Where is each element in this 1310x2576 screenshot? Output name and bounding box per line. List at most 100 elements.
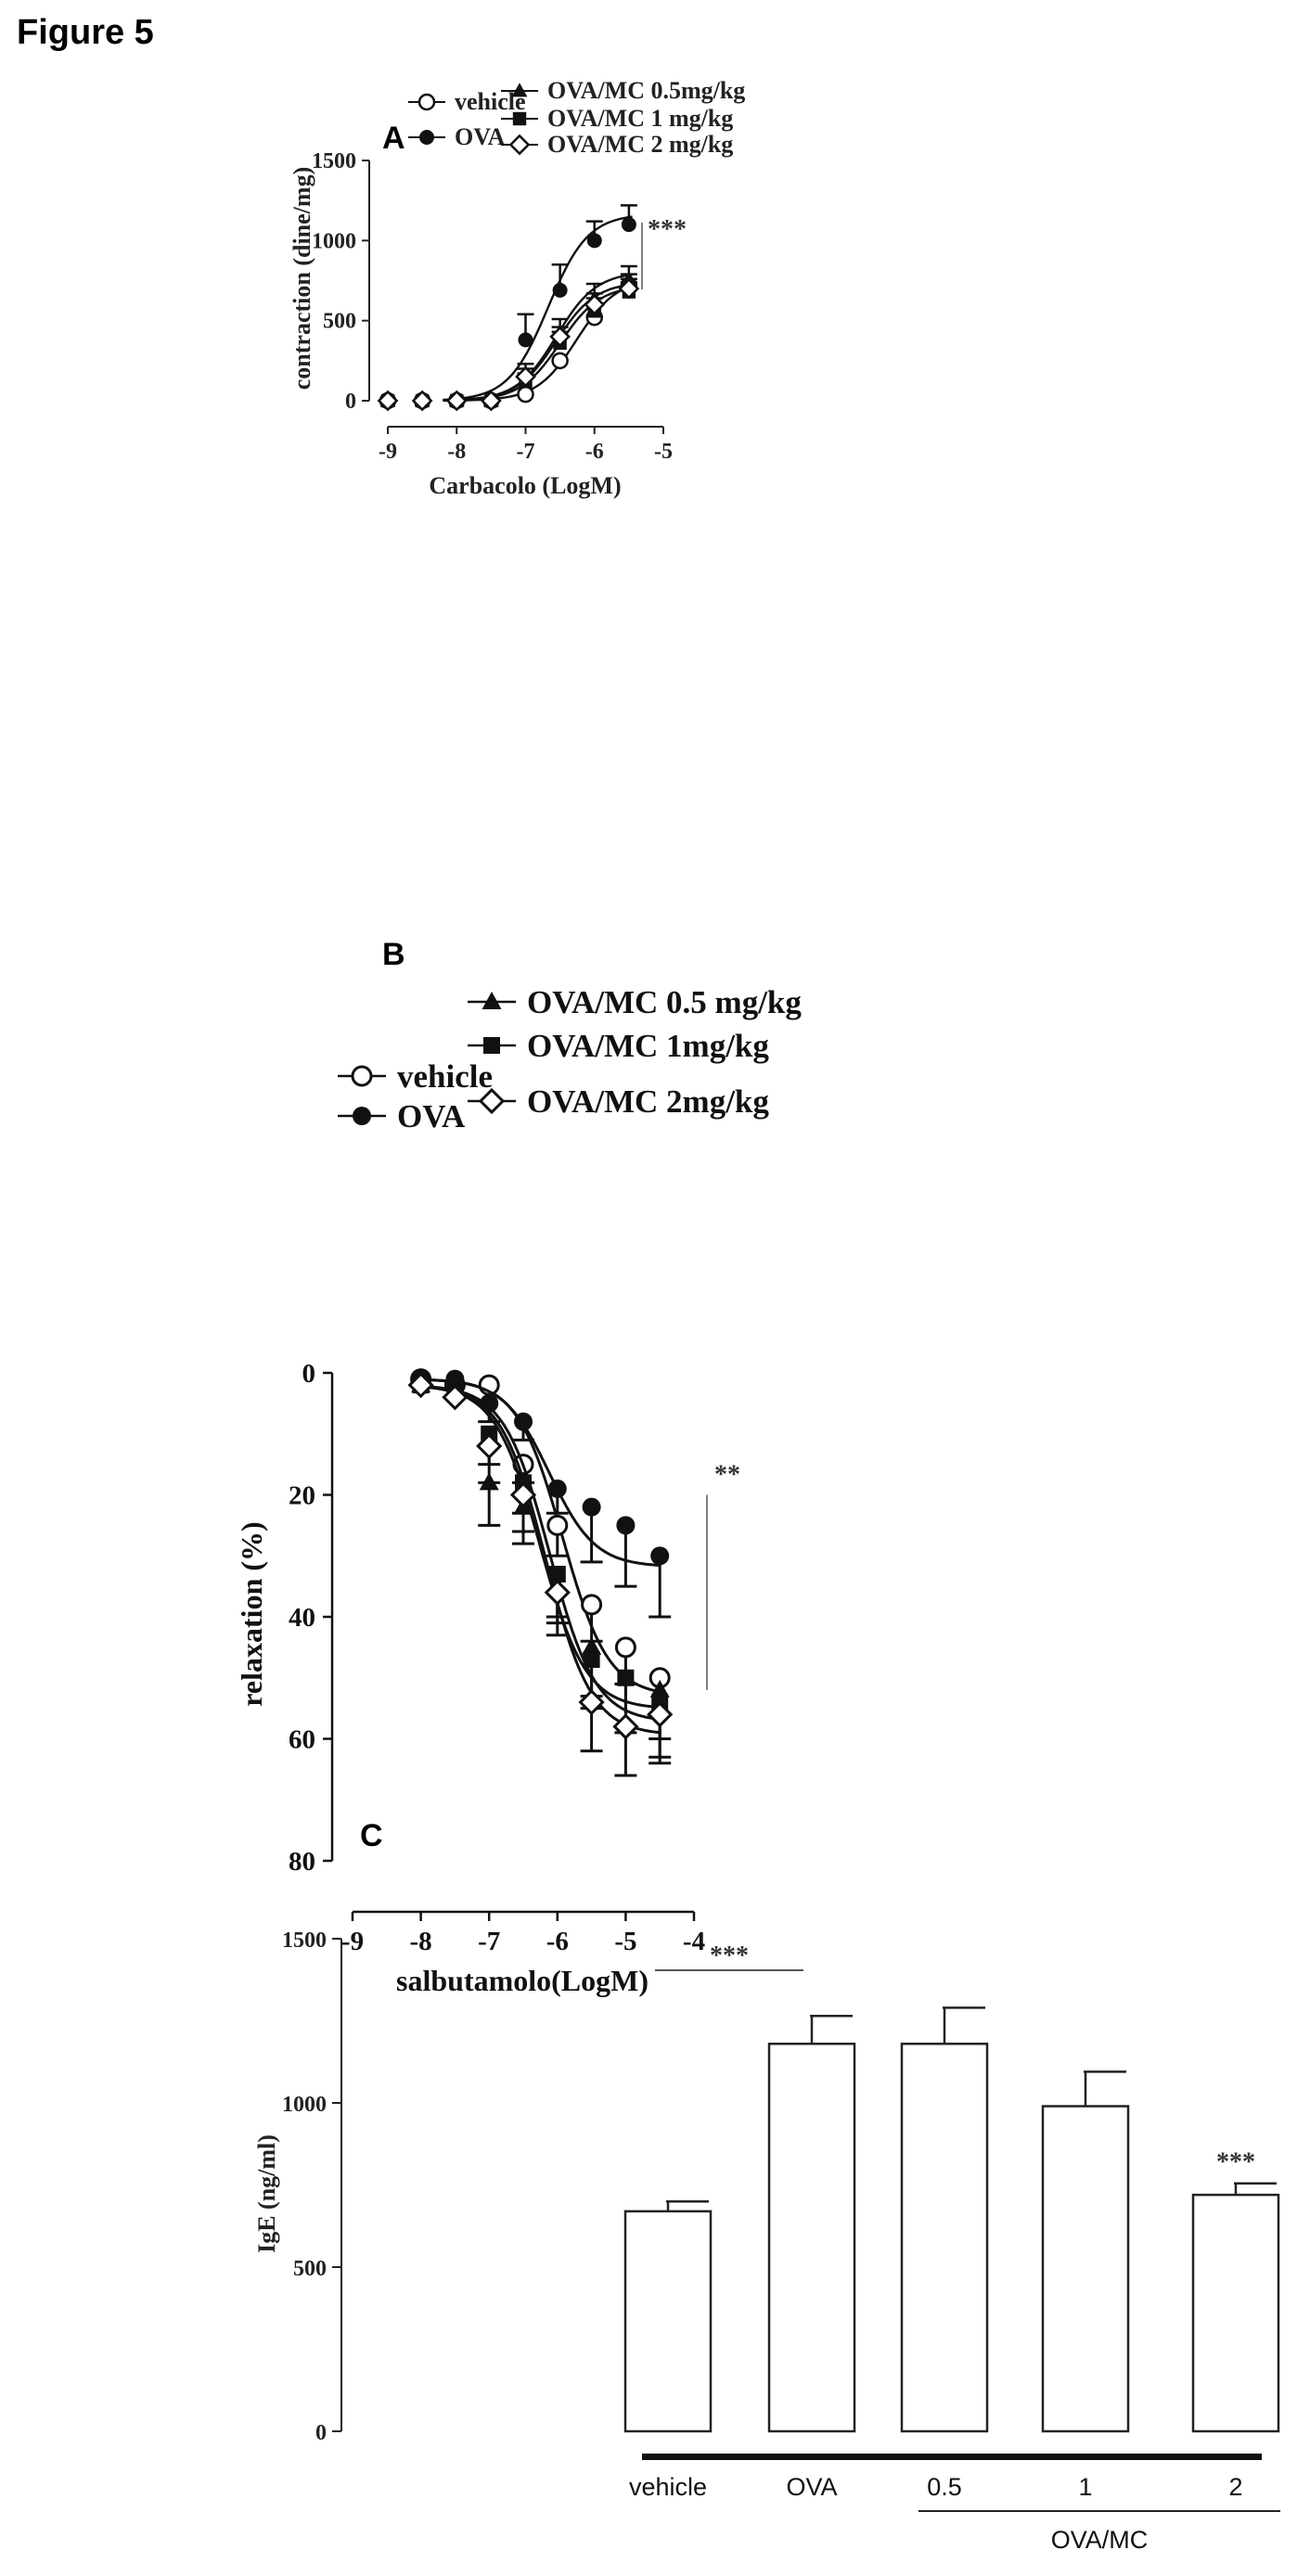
panel-c-bar-group: 2 — [1191, 2182, 1280, 2501]
panel-a-data — [377, 204, 643, 412]
panel-b-point — [582, 1497, 601, 1517]
panel-a-x-tick-label: -5 — [654, 440, 673, 464]
panel-a-label: A — [382, 121, 405, 156]
panel-a-x-tick-label: -8 — [447, 440, 466, 464]
panel-a-x-tick-label: -6 — [585, 440, 604, 464]
panel-b-x-tick-label: -8 — [410, 1927, 432, 1956]
panel-a-legend-entry: OVA/MC 0.5mg/kg — [501, 77, 745, 104]
panel-c-y-tick-label: 500 — [293, 2257, 327, 2281]
panel-c-y-axis-label: IgE (ng/ml) — [253, 2134, 280, 2253]
panel-a-legend-label: OVA/MC 1 mg/kg — [547, 105, 733, 132]
panel-a-legend-marker — [508, 134, 531, 156]
panel-a-point — [584, 294, 606, 315]
panel-b-y-axis-label: relaxation (%) — [235, 1521, 268, 1706]
panel-b-legend-marker — [482, 992, 502, 1009]
panel-a-legend-label: OVA/MC 0.5mg/kg — [547, 77, 745, 104]
panel-a-point — [517, 385, 534, 404]
panel-b-legend-entry: OVA/MC 2mg/kg — [468, 1083, 769, 1120]
panel-c-bar-group: vehicle — [623, 2199, 713, 2501]
panel-b-point — [650, 1546, 670, 1566]
panel-b-point — [546, 1514, 569, 1536]
panel-a-legend-marker — [417, 93, 436, 111]
panel-b-point — [544, 1579, 571, 1606]
panel-b-legend-label: OVA/MC 1mg/kg — [527, 1028, 769, 1064]
panel-c-x-axis-line — [642, 2454, 1262, 2460]
panel-a-legend-entry: OVA — [408, 123, 506, 150]
panel-a-legend-entry: OVA/MC 2 mg/kg — [501, 131, 733, 158]
panel-a-point — [586, 233, 602, 249]
panel-b-axes: 0 20 40 60 80 -9 -8 -7 -6 -5 -4 — [289, 1359, 705, 1956]
panel-a-y-tick-label: 0 — [345, 390, 356, 414]
panel-b-legend-entry: vehicle — [338, 1058, 493, 1095]
panel-a-fit-curve — [443, 284, 633, 402]
panel-a-fit-curve — [443, 215, 633, 402]
panel-b-legend-entry: OVA — [338, 1098, 466, 1134]
panel-a-point — [551, 352, 569, 370]
panel-b-x-tick-label: -7 — [478, 1927, 500, 1956]
panel-b-series-3 — [412, 1377, 672, 1759]
panel-b-legend-marker — [478, 1087, 506, 1115]
panel-a-point — [618, 277, 640, 300]
panel-a-legend-marker — [419, 130, 434, 145]
panel-a-fit-curve — [443, 273, 633, 402]
panel-c-bar-group: 0.5 — [900, 2006, 989, 2501]
panel-c-category-label: OVA — [786, 2473, 837, 2501]
panel-b-label: B — [382, 937, 405, 972]
panel-a-point — [515, 365, 536, 388]
panel-a-legend-marker — [511, 83, 528, 97]
panel-b-fit-curve — [420, 1384, 661, 1721]
figure-title: Figure 5 — [17, 13, 154, 52]
panel-c-category-label: 0.5 — [927, 2473, 962, 2501]
panel-a-legend-label: vehicle — [455, 88, 526, 115]
panel-a-x-tick-label: -7 — [517, 440, 535, 464]
panel-a-point — [552, 282, 568, 298]
panel-c-chart: 0 500 1000 1500 vehicle OVA 0.5 1 2 *** *** IgE (… — [253, 1929, 1280, 2554]
panel-b-x-axis-label: salbutamolo(LogM) — [396, 1964, 649, 1997]
panel-c-axes: 0 500 1000 1500 — [282, 1929, 1262, 2460]
panel-b-series-4 — [407, 1372, 674, 1777]
panel-b-fit-curve — [420, 1385, 661, 1710]
panel-a-significance: *** — [648, 215, 687, 244]
panel-b-legend-entry: OVA/MC 0.5 mg/kg — [468, 984, 802, 1020]
panel-c-category-label: 1 — [1078, 2473, 1092, 2501]
panel-a-legend-label: OVA — [455, 123, 506, 150]
panel-a-point — [549, 326, 571, 348]
panel-b-data — [407, 1368, 708, 1777]
panel-a-y-tick-label: 500 — [323, 310, 356, 334]
panel-c-y-tick-label: 0 — [315, 2421, 327, 2445]
panel-b-y-tick-label: 0 — [302, 1359, 316, 1389]
panel-b-point — [547, 1479, 567, 1498]
panel-b-point — [509, 1481, 537, 1508]
panel-c-group-label: OVA/MC — [1051, 2526, 1149, 2554]
panel-b-point — [617, 1669, 635, 1686]
panel-a-point — [377, 390, 399, 412]
panel-a-point — [518, 332, 533, 348]
panel-c-bar-group: OVA — [767, 2014, 856, 2501]
panel-b-series-1 — [411, 1369, 672, 1619]
panel-a-point — [481, 390, 502, 412]
panel-a-point — [411, 390, 433, 412]
panel-b-point — [407, 1372, 434, 1399]
panel-a-axes: 0 500 1000 1500 -9 -8 -7 -6 -5 — [312, 149, 673, 464]
panel-a-x-axis-label: Carbacolo (LogM) — [429, 472, 621, 499]
panel-b-point — [514, 1412, 533, 1431]
panel-a-y-tick-label: 1000 — [312, 229, 356, 253]
panel-b-legend-entry: OVA/MC 1mg/kg — [468, 1028, 769, 1064]
panel-b-x-tick-label: -4 — [683, 1927, 705, 1956]
panel-a-y-tick-label: 1500 — [312, 149, 356, 173]
panel-c-significance: *** — [710, 1942, 749, 1970]
panel-b-y-tick-label: 80 — [289, 1847, 315, 1877]
panel-c-bar-group: 1 — [1041, 2070, 1130, 2501]
panel-b-legend-marker — [483, 1037, 500, 1054]
panel-b-point — [476, 1432, 503, 1460]
panel-b-point — [578, 1688, 605, 1716]
panel-a-y-axis-label: contraction (dine/mg) — [289, 167, 315, 390]
panel-a-legend-entry: OVA/MC 1 mg/kg — [501, 105, 733, 132]
panel-c-label: C — [360, 1818, 383, 1853]
panel-b-point — [614, 1636, 636, 1659]
panel-a-point — [445, 390, 468, 412]
panel-a-series-4 — [377, 277, 640, 412]
